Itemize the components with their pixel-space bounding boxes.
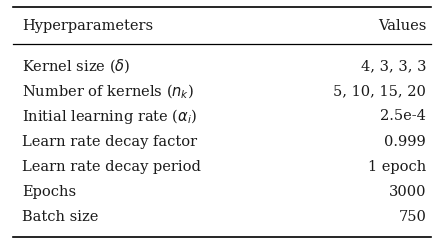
Text: Number of kernels ($n_k$): Number of kernels ($n_k$) xyxy=(22,82,194,101)
Text: Learn rate decay period: Learn rate decay period xyxy=(22,160,201,174)
Text: 3000: 3000 xyxy=(389,185,426,199)
Text: 2.5e-4: 2.5e-4 xyxy=(381,109,426,123)
Text: Values: Values xyxy=(378,19,426,33)
Text: Kernel size ($\delta$): Kernel size ($\delta$) xyxy=(22,57,131,75)
Text: 0.999: 0.999 xyxy=(385,134,426,149)
Text: Epochs: Epochs xyxy=(22,185,76,199)
Text: 5, 10, 15, 20: 5, 10, 15, 20 xyxy=(333,84,426,98)
Text: Initial learning rate ($\alpha_i$): Initial learning rate ($\alpha_i$) xyxy=(22,107,198,126)
Text: 4, 3, 3, 3: 4, 3, 3, 3 xyxy=(361,59,426,73)
Text: Hyperparameters: Hyperparameters xyxy=(22,19,153,33)
Text: 1 epoch: 1 epoch xyxy=(368,160,426,174)
Text: Learn rate decay factor: Learn rate decay factor xyxy=(22,134,197,149)
Text: 750: 750 xyxy=(398,210,426,224)
Text: Batch size: Batch size xyxy=(22,210,99,224)
